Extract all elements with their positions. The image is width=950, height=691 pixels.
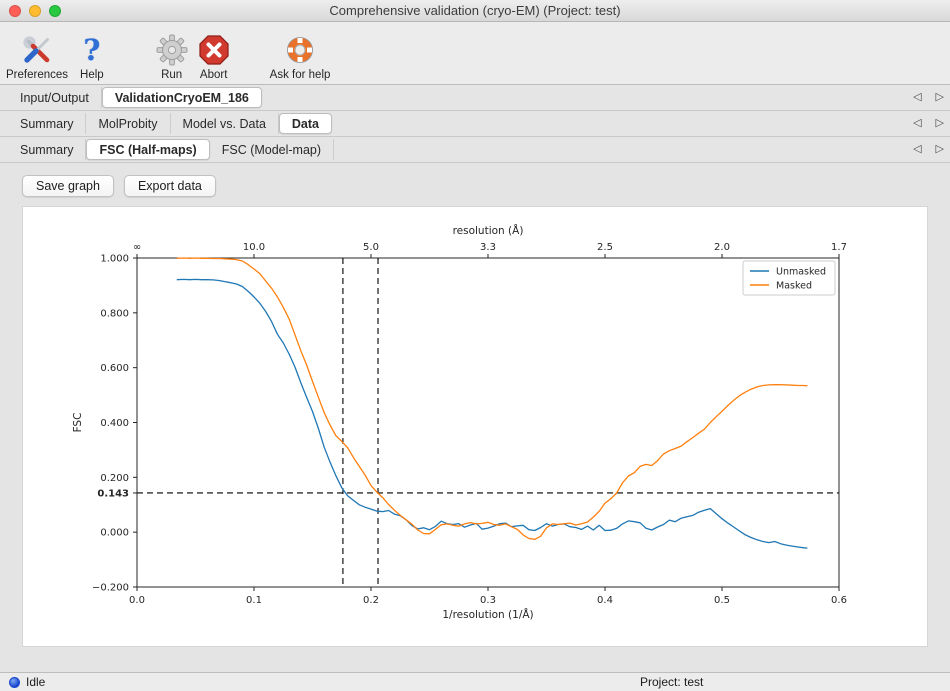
project-label: Project: test [640, 675, 704, 689]
window-title: Comprehensive validation (cryo-EM) (Proj… [329, 3, 621, 18]
svg-text:0.6: 0.6 [831, 595, 847, 606]
run-button[interactable]: Run [156, 32, 188, 84]
preferences-button[interactable]: Preferences [6, 32, 68, 84]
graph-actions: Save graph Export data [22, 175, 216, 197]
preferences-label: Preferences [6, 69, 69, 81]
tab-scroll-arrows: ◁ ▷ [913, 137, 944, 162]
svg-text:resolution (Å): resolution (Å) [453, 224, 524, 237]
save-graph-button[interactable]: Save graph [22, 175, 114, 197]
tab-scroll-left-icon[interactable]: ◁ [913, 117, 922, 129]
tab-fsc-half-maps[interactable]: FSC (Half-maps) [86, 139, 210, 160]
svg-text:∞: ∞ [133, 242, 141, 253]
minimize-window-icon[interactable] [29, 4, 41, 17]
tab-scroll-arrows: ◁ ▷ [913, 111, 944, 136]
tab-row-middle: Summary MolProbity Model vs. Data Data ◁… [0, 111, 950, 137]
svg-text:0.200: 0.200 [100, 473, 129, 484]
run-label: Run [161, 69, 183, 81]
status-bar: Idle Project: test [0, 672, 950, 691]
tab-molprobity[interactable]: MolProbity [86, 113, 171, 134]
tab-scroll-right-icon[interactable]: ▷ [935, 143, 944, 155]
tab-input-output[interactable]: Input/Output [8, 87, 102, 108]
title-bar: Comprehensive validation (cryo-EM) (Proj… [0, 0, 950, 22]
tab-scroll-left-icon[interactable]: ◁ [913, 91, 922, 103]
svg-text:0.600: 0.600 [100, 363, 129, 374]
export-data-button[interactable]: Export data [123, 175, 216, 197]
svg-text:0.143: 0.143 [97, 488, 129, 499]
stop-x-icon [198, 32, 230, 68]
svg-text:0.400: 0.400 [100, 418, 129, 429]
question-mark-icon: ? [83, 32, 101, 67]
tab-row-bottom: Summary FSC (Half-maps) FSC (Model-map) … [0, 137, 950, 163]
lifebuoy-icon [284, 32, 316, 68]
svg-text:2.0: 2.0 [714, 242, 730, 253]
svg-text:3.3: 3.3 [480, 242, 496, 253]
svg-text:0.2: 0.2 [363, 595, 379, 606]
svg-text:FSC: FSC [72, 413, 84, 433]
status-idle-icon [9, 676, 20, 688]
zoom-window-icon[interactable] [49, 4, 61, 17]
crossed-tools-icon [20, 32, 54, 68]
help-button[interactable]: ? Help [80, 32, 104, 84]
svg-text:0.0: 0.0 [129, 595, 145, 606]
svg-text:1.7: 1.7 [831, 242, 847, 253]
ask-for-help-label: Ask for help [269, 69, 331, 81]
svg-text:0.800: 0.800 [100, 308, 129, 319]
fsc-plot-figure: 0.0 0.1 0.2 0.3 0.4 0.5 0.6 ∞ 10.0 5.0 3.3 2.5 2.0 1.… [22, 206, 928, 647]
svg-text:2.5: 2.5 [597, 242, 613, 253]
tab-model-vs-data[interactable]: Model vs. Data [171, 113, 279, 134]
svg-text:0.5: 0.5 [714, 595, 730, 606]
close-window-icon[interactable] [9, 4, 21, 17]
tab-scroll-right-icon[interactable]: ▷ [935, 117, 944, 129]
svg-text:Masked: Masked [776, 281, 812, 292]
tab-fsc-model-map[interactable]: FSC (Model-map) [210, 139, 335, 160]
status-text: Idle [26, 675, 46, 689]
svg-text:5.0: 5.0 [363, 242, 379, 253]
toolbar: Preferences ? Help [0, 22, 950, 85]
tab-data[interactable]: Data [278, 113, 332, 134]
tab-validationcryoem-186[interactable]: ValidationCryoEM_186 [101, 87, 262, 108]
abort-label: Abort [199, 69, 228, 81]
svg-text:0.1: 0.1 [246, 595, 262, 606]
svg-text:Unmasked: Unmasked [776, 267, 826, 278]
tab-scroll-arrows: ◁ ▷ [913, 85, 944, 110]
svg-text:1.000: 1.000 [100, 254, 129, 265]
svg-text:0.3: 0.3 [480, 595, 496, 606]
tab-scroll-right-icon[interactable]: ▷ [935, 91, 944, 103]
traffic-lights [9, 4, 61, 17]
tab-row-top: Input/Output ValidationCryoEM_186 ◁ ▷ [0, 85, 950, 111]
ask-for-help-button[interactable]: Ask for help [269, 32, 331, 84]
fsc-chart: 0.0 0.1 0.2 0.3 0.4 0.5 0.6 ∞ 10.0 5.0 3.3 2.5 2.0 1.… [72, 224, 847, 621]
abort-button[interactable]: Abort [198, 32, 230, 84]
svg-text:−0.200: −0.200 [92, 583, 129, 594]
tab-page-content: Save graph Export data 0.0 0.1 0.2 0.3 0.4 0.… [0, 163, 950, 672]
svg-text:1/resolution (1/Å): 1/resolution (1/Å) [442, 608, 533, 621]
gear-icon [156, 32, 188, 68]
help-label: Help [80, 69, 104, 81]
tab-summary-2[interactable]: Summary [8, 139, 87, 160]
svg-text:0.4: 0.4 [597, 595, 613, 606]
tab-scroll-left-icon[interactable]: ◁ [913, 143, 922, 155]
svg-text:0.000: 0.000 [100, 528, 129, 539]
svg-text:10.0: 10.0 [243, 242, 265, 253]
tab-summary[interactable]: Summary [8, 113, 87, 134]
